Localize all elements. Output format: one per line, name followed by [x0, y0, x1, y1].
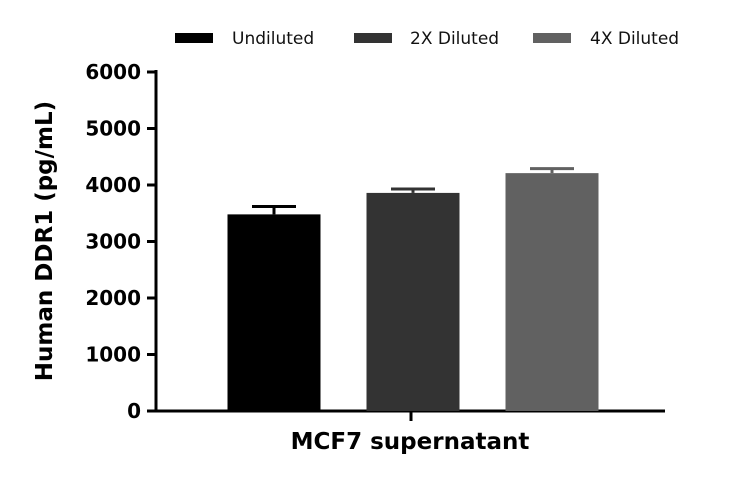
bar-4x-diluted: [505, 173, 599, 411]
x-axis-title: MCF7 supernatant: [291, 429, 530, 455]
y-tick-label: 5000: [85, 117, 141, 141]
bar-2x-diluted: [366, 192, 460, 411]
y-tick-label: 3000: [85, 230, 141, 254]
legend-label-4x-diluted: 4X Diluted: [590, 29, 679, 49]
legend-swatch-undiluted: [175, 33, 213, 43]
legend-swatch-4x-diluted: [533, 33, 571, 43]
legend: Undiluted 2X Diluted 4X Diluted: [175, 29, 679, 49]
y-tick-label: 1000: [85, 343, 141, 367]
legend-label-undiluted: Undiluted: [232, 29, 314, 49]
y-ticks: 0 1000 2000 3000 4000 5000 6000: [85, 60, 156, 423]
legend-item-2x-diluted: 2X Diluted: [354, 29, 499, 49]
y-tick-label: 2000: [85, 286, 141, 310]
legend-swatch-2x-diluted: [354, 33, 392, 43]
bars: [227, 167, 599, 411]
y-tick-label: 0: [127, 399, 141, 423]
legend-label-2x-diluted: 2X Diluted: [410, 29, 499, 49]
legend-item-undiluted: Undiluted: [175, 29, 314, 49]
y-tick-label: 6000: [85, 60, 141, 84]
y-axis-title: Human DDR1 (pg/mL): [32, 101, 58, 381]
legend-item-4x-diluted: 4X Diluted: [533, 29, 679, 49]
bar-undiluted: [227, 214, 321, 411]
y-tick-label: 4000: [85, 173, 141, 197]
